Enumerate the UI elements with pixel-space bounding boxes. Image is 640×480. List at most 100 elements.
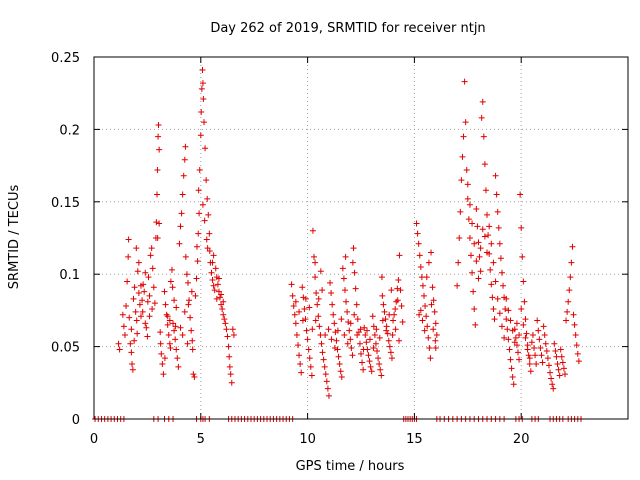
data-point [162, 301, 169, 308]
data-point [488, 240, 495, 247]
data-point [175, 363, 182, 370]
data-point [538, 352, 545, 359]
data-point [502, 305, 509, 312]
data-point [393, 298, 400, 305]
data-point [455, 259, 462, 266]
data-point [565, 298, 572, 305]
data-point [344, 340, 351, 347]
data-point [202, 145, 209, 152]
data-point [333, 337, 340, 344]
data-point [518, 305, 525, 312]
data-point [154, 166, 161, 173]
data-point [572, 332, 579, 339]
data-point [171, 297, 178, 304]
data-point [423, 274, 430, 281]
data-point [519, 253, 526, 260]
data-point [379, 317, 386, 324]
data-point [494, 295, 501, 302]
data-point [509, 327, 516, 334]
data-point [334, 327, 341, 334]
data-point [352, 285, 359, 292]
data-point [155, 122, 162, 129]
data-point [476, 253, 483, 260]
data-point [319, 287, 326, 294]
data-point [163, 311, 170, 318]
data-point [520, 321, 527, 328]
data-point [302, 316, 309, 323]
data-point [181, 308, 188, 315]
data-point [396, 252, 403, 259]
data-point [495, 224, 502, 231]
data-point [360, 366, 367, 373]
data-point [220, 298, 227, 305]
data-point [384, 330, 391, 337]
data-point [521, 298, 528, 305]
data-point [477, 268, 484, 275]
data-point [552, 347, 559, 354]
data-point [428, 249, 435, 256]
data-point [484, 249, 491, 256]
data-point [419, 317, 426, 324]
data-point [173, 346, 180, 353]
data-point [134, 330, 141, 337]
data-point [184, 279, 191, 286]
data-point [359, 359, 366, 366]
data-point [199, 80, 206, 87]
data-point [558, 353, 565, 360]
data-point [533, 360, 540, 367]
data-point [292, 298, 299, 305]
data-point [135, 259, 142, 266]
data-point [432, 337, 439, 344]
data-point [139, 297, 146, 304]
data-point [421, 292, 428, 299]
data-point [417, 263, 424, 270]
data-point [370, 345, 377, 352]
data-point [322, 371, 329, 378]
data-point [320, 356, 327, 363]
data-point [338, 374, 345, 381]
data-point [356, 340, 363, 347]
y-tick-label: 0.15 [51, 196, 80, 211]
data-point [328, 336, 335, 343]
data-point [365, 352, 372, 359]
data-point [169, 284, 176, 291]
data-point [470, 288, 477, 295]
data-point [361, 324, 368, 331]
data-point [399, 318, 406, 325]
data-point [323, 378, 330, 385]
data-point [414, 230, 421, 237]
data-point [201, 119, 208, 126]
data-point [306, 304, 313, 311]
data-point [396, 337, 403, 344]
data-point [337, 368, 344, 375]
data-point [378, 372, 385, 379]
data-point [309, 326, 316, 333]
data-point [198, 85, 205, 92]
data-point [308, 372, 315, 379]
data-point [547, 369, 554, 376]
data-point [513, 320, 520, 327]
data-point [183, 271, 190, 278]
data-point [291, 311, 298, 318]
data-point [316, 323, 323, 330]
data-point [564, 308, 571, 315]
data-point [458, 177, 465, 184]
data-point [321, 363, 328, 370]
data-point [150, 284, 157, 291]
data-point [395, 276, 402, 283]
data-point [378, 274, 385, 281]
data-point [534, 317, 541, 324]
data-point [199, 67, 206, 74]
data-point [505, 307, 512, 314]
data-point [190, 371, 197, 378]
data-point [141, 288, 148, 295]
data-point [290, 303, 297, 310]
data-point [213, 295, 220, 302]
data-point [520, 278, 527, 285]
data-point [212, 265, 219, 272]
data-point [491, 316, 498, 323]
data-point [191, 374, 198, 381]
data-point [386, 343, 393, 350]
data-point [349, 352, 356, 359]
data-point [217, 294, 224, 301]
